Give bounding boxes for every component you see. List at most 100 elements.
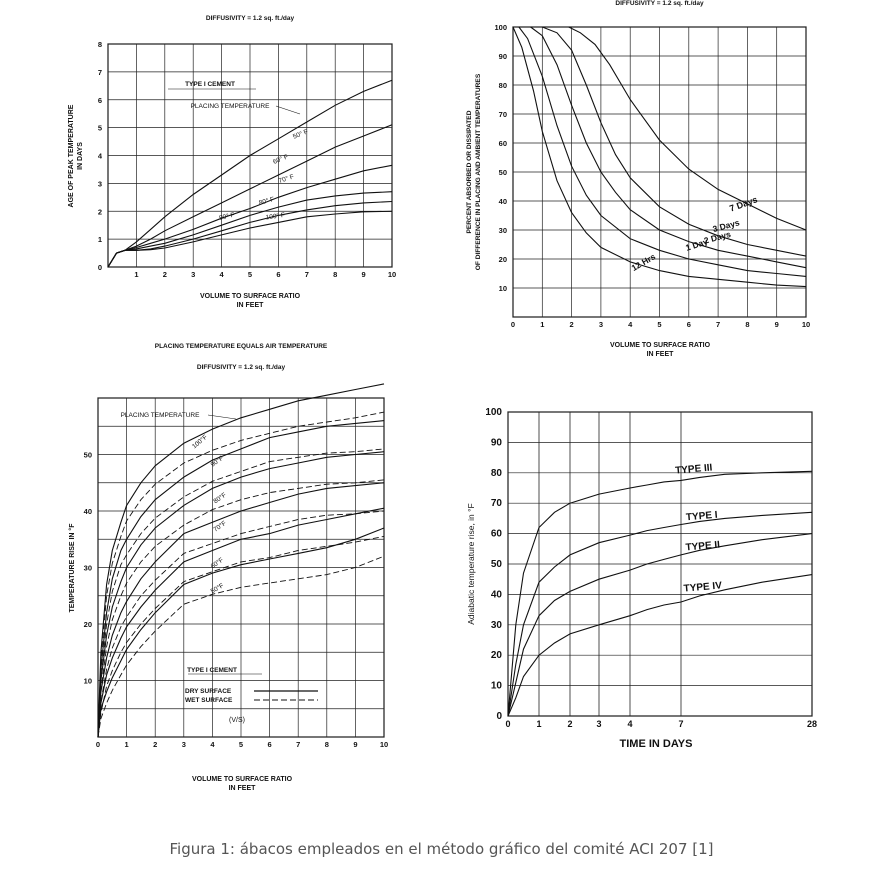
chart2-x-tick-label: 0 [511, 320, 515, 329]
chart4-x-tick-label: 2 [567, 719, 572, 729]
chart2-y-tick-label: 10 [499, 284, 507, 293]
chart3-legend-wet-label: WET SURFACE [185, 697, 233, 704]
chart3-x-tick-label: 1 [125, 740, 129, 749]
chart1-x-axis-label: VOLUME TO SURFACE RATIO [200, 293, 301, 300]
chart2-y-tick-label: 80 [499, 81, 507, 90]
chart3-y-axis-label: TEMPERATURE RISE IN °F [68, 523, 76, 613]
chart3-subtitle: DIFFUSIVITY = 1.2 sq. ft./day [197, 364, 286, 371]
chart1-y-axis-label-2: IN DAYS [77, 142, 84, 170]
chart1-y-tick-label: 2 [98, 207, 102, 216]
chart1-x-tick-label: 6 [276, 270, 280, 279]
chart4-y-tick-label: 10 [491, 681, 503, 692]
chart3-series-line-wet [97, 479, 385, 738]
chart3-x-tick-label: 2 [153, 740, 157, 749]
chart3-title: PLACING TEMPERATURE EQUALS AIR TEMPERATU… [155, 343, 328, 350]
chart1-y-tick-label: 4 [98, 152, 103, 161]
chart3-x-tick-label: 10 [380, 740, 388, 749]
chart3-x-axis-label-2: IN FEET [229, 785, 257, 792]
chart4-series-label: TYPE IV [683, 580, 722, 594]
chart1-y-tick-label: 1 [98, 235, 102, 244]
chart3-series-line [97, 420, 385, 738]
chart1-y-axis-label: AGE OF PEAK TEMPERATURE [68, 104, 75, 207]
chart3-x-tick-label: 8 [325, 740, 329, 749]
chart1-x-tick-label: 7 [305, 270, 309, 279]
chart1-y-tick-label: 7 [98, 68, 102, 77]
chart4-series-label: TYPE III [675, 462, 713, 476]
chart3-x-tick-label: 6 [268, 740, 272, 749]
chart2-x-tick-label: 5 [657, 320, 661, 329]
chart2-y-tick-label: 40 [499, 197, 507, 206]
chart2-y-tick-label: 60 [499, 139, 507, 148]
chart3-series-line [97, 527, 385, 738]
chart2-x-tick-label: 10 [802, 320, 810, 329]
chart3-annotation-arrow [207, 414, 237, 420]
chart2-series-line [542, 26, 807, 257]
chart3-series-line-wet [97, 535, 385, 738]
chart4-y-tick-label: 80 [491, 468, 503, 479]
chart1-annotation-arrow [275, 105, 301, 115]
chart1-x-tick-label: 1 [134, 270, 138, 279]
chart4-x-tick-label: 4 [627, 719, 632, 729]
chart3-series-line-wet [97, 510, 385, 738]
chart4-x-tick-label: 3 [596, 719, 601, 729]
chart2-y-tick-label: 70 [499, 110, 507, 119]
chart2-y-tick-label: 30 [499, 226, 507, 235]
chart2-y-axis-label-2: OF DIFFERENCE IN PLACING AND AMBIENT TEM… [475, 73, 482, 270]
chart4-y-tick-label: 50 [491, 559, 503, 570]
chart2-series-label: 12 Hrs [630, 251, 658, 273]
chart3-series-line [97, 383, 385, 738]
chart1-y-tick-label: 0 [98, 263, 102, 272]
chart1-series-line [107, 79, 393, 268]
chart1-series-label: 60° F [272, 153, 289, 166]
chart1-x-axis-label-2: IN FEET [237, 302, 265, 309]
chart3-annotation-vs: (V/S) [229, 717, 245, 724]
chart2-x-tick-label: 6 [687, 320, 691, 329]
chart4-x-tick-label: 0 [505, 719, 510, 729]
chart4-x-tick-label: 1 [536, 719, 541, 729]
chart1-x-tick-label: 3 [191, 270, 195, 279]
chart3-x-tick-label: 7 [296, 740, 300, 749]
chart1-y-tick-label: 6 [98, 96, 102, 105]
chart4-y-tick-label: 0 [496, 711, 502, 722]
chart2-y-tick-label: 50 [499, 168, 507, 177]
chart4-series-line [507, 511, 813, 717]
chart1-x-tick-label: 10 [388, 270, 396, 279]
chart4-series-line [507, 470, 813, 717]
chart4-series-line [507, 533, 813, 717]
chart1-series-label: 100° F [265, 211, 285, 222]
chart1-annotation-placing: PLACING TEMPERATURE [191, 103, 271, 110]
chart3-series-line-wet [97, 555, 385, 738]
chart4-y-tick-label: 100 [485, 407, 502, 418]
chart2-y-tick-label: 100 [494, 23, 507, 32]
chart1-x-tick-label: 4 [220, 270, 225, 279]
chart2-x-axis-label: VOLUME TO SURFACE RATIO [610, 342, 711, 349]
chart3-x-tick-label: 4 [210, 740, 215, 749]
chart1-y-tick-label: 3 [98, 179, 102, 188]
chart1-x-tick-label: 9 [362, 270, 366, 279]
chart3-series-line [97, 482, 385, 738]
chart1-annotation-type: TYPE I CEMENT [185, 81, 235, 88]
chart3-series-line [97, 451, 385, 738]
chart1-x-tick-label: 8 [333, 270, 337, 279]
chart3-y-tick-label: 30 [84, 564, 92, 573]
chart4-y-axis-label: Adiabatic temperature rise, in °F [466, 503, 476, 625]
chart3-y-tick-label: 20 [84, 620, 92, 629]
chart2-x-tick-label: 8 [745, 320, 749, 329]
chart1-series-line [107, 210, 393, 268]
chart2-x-tick-label: 2 [570, 320, 574, 329]
chart3-legend-dry-label: DRY SURFACE [185, 688, 232, 695]
chart2-x-tick-label: 3 [599, 320, 603, 329]
chart2-x-tick-label: 4 [628, 320, 633, 329]
chart2-series-line [568, 26, 807, 231]
chart3-series-line-wet [97, 411, 385, 738]
chart2-x-tick-label: 9 [775, 320, 779, 329]
chart4-x-tick-label: 28 [807, 719, 817, 729]
chart3-y-tick-label: 50 [84, 451, 92, 460]
chart4-y-tick-label: 40 [491, 589, 503, 600]
chart3-x-tick-label: 9 [353, 740, 357, 749]
chart2-series-label: 1 Day [684, 236, 709, 253]
chart2-series-line [518, 26, 807, 277]
chart4-x-axis-label: TIME IN DAYS [620, 738, 693, 750]
chart1-series-label: 90° F [218, 211, 235, 222]
